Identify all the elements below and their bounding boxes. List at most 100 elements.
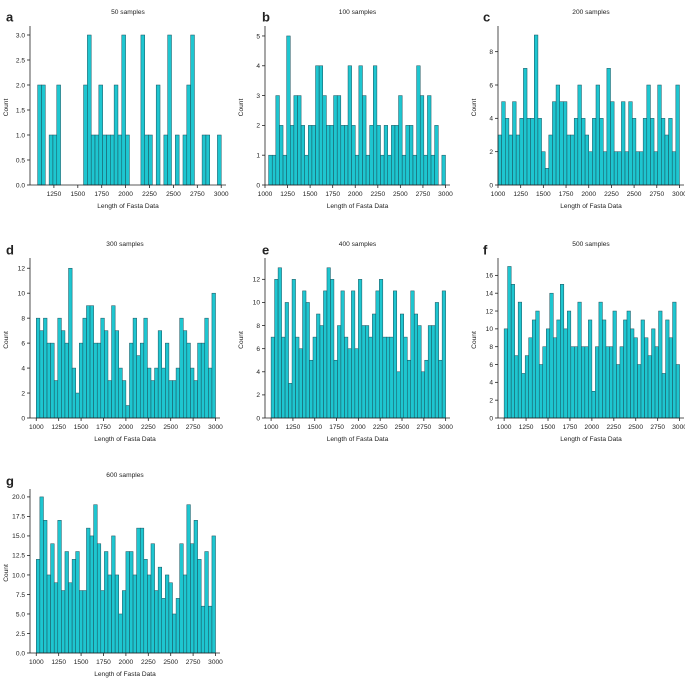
- histogram-bar: [617, 151, 622, 186]
- histogram-bar: [132, 317, 137, 419]
- panel-a: a 50 samples 1250 1500 1750 2000 2250 2500 2750 3…: [3, 9, 229, 210]
- y-tick-label: 2.0: [16, 82, 25, 89]
- histogram-bar: [318, 65, 324, 186]
- histogram-bar: [36, 317, 41, 419]
- histogram-bar: [438, 359, 443, 419]
- histogram-bar: [323, 290, 328, 419]
- histogram-bar: [361, 325, 366, 419]
- x-tick-label: 1750: [559, 191, 574, 198]
- histogram-bar: [521, 373, 526, 419]
- histogram-bar: [172, 380, 177, 419]
- histogram-bar: [288, 383, 293, 419]
- histogram-bar: [79, 342, 84, 419]
- histogram-bar: [150, 543, 155, 654]
- x-tick-label: 2000: [348, 191, 363, 198]
- x-tick-label: 2500: [163, 424, 178, 431]
- histogram-bar: [183, 574, 188, 654]
- histogram-bar: [286, 35, 291, 186]
- histogram-bar: [559, 101, 564, 186]
- histogram-bar: [396, 371, 401, 419]
- histogram-bar: [344, 125, 349, 186]
- histogram-bar: [530, 118, 535, 186]
- x-tick-label: 1500: [74, 659, 89, 666]
- y-tick-label: 5: [256, 33, 260, 40]
- y-tick-label: 3.0: [16, 32, 25, 39]
- histogram-bar: [646, 84, 651, 186]
- panel-letter: a: [6, 10, 14, 25]
- x-tick-label: 2250: [604, 191, 619, 198]
- panel-d: d 300 samples 1000 1250 1500 1750 2000 2250 2500…: [3, 241, 223, 443]
- histogram-bar: [354, 348, 359, 419]
- x-tick-label: 2750: [416, 191, 431, 198]
- histogram-bar: [190, 543, 195, 654]
- histogram-bar: [538, 364, 543, 419]
- x-tick-label: 2000: [581, 191, 596, 198]
- x-tick-label: 2500: [628, 424, 643, 431]
- histogram-bar: [71, 367, 76, 419]
- histogram-bar: [168, 582, 173, 654]
- x-tick-label: 1500: [303, 191, 318, 198]
- histogram-bar: [517, 301, 522, 419]
- x-tick-label: 2750: [649, 191, 664, 198]
- histogram-bar: [83, 84, 88, 186]
- y-axis-label: Count: [238, 99, 245, 117]
- y-tick-label: 6: [21, 340, 25, 347]
- histogram-bar: [114, 574, 119, 654]
- panel-letter: c: [483, 10, 490, 25]
- histogram-bar: [161, 367, 166, 419]
- histogram-bar: [430, 154, 435, 186]
- histogram-bar: [37, 84, 42, 186]
- histogram-bar: [96, 342, 102, 419]
- histogram-bar: [309, 359, 314, 419]
- histogram-bar: [661, 118, 666, 186]
- y-tick-label: 8: [256, 323, 260, 330]
- histogram-bar: [508, 134, 513, 186]
- histogram-bar: [386, 336, 391, 419]
- histogram-bar: [574, 346, 579, 419]
- y-tick-label: 2: [489, 149, 493, 156]
- histogram-bar: [197, 559, 202, 654]
- panel-f: f 500 samples 1000 1250 1500 1750 2000 2250 2500…: [471, 241, 685, 443]
- histogram-bar: [57, 317, 62, 419]
- histogram-bar: [515, 134, 521, 186]
- histogram-bar: [297, 95, 302, 186]
- histogram-bar: [537, 118, 542, 186]
- x-tick-label: 2000: [119, 424, 134, 431]
- histogram-bar: [311, 125, 316, 186]
- histogram-bar: [541, 151, 546, 186]
- histogram-bar: [50, 543, 55, 654]
- histogram-bar: [193, 380, 198, 419]
- y-axis-label: Count: [238, 331, 245, 349]
- y-tick-label: 4: [21, 365, 25, 372]
- y-tick-label: 5.0: [16, 611, 25, 618]
- histogram-bar: [616, 364, 621, 419]
- histogram-bar: [68, 582, 73, 654]
- histogram-bar: [136, 527, 141, 654]
- histogram-bar: [136, 355, 141, 419]
- y-tick-label: 10: [253, 300, 261, 307]
- histogram-bar: [208, 367, 213, 419]
- histogram-bar: [563, 328, 568, 419]
- histogram-bar: [642, 118, 648, 186]
- histogram-bar: [434, 125, 439, 186]
- histogram-bar: [186, 342, 191, 419]
- histogram-bar: [143, 317, 148, 419]
- histogram-bar: [664, 134, 669, 186]
- x-tick-label: 2250: [141, 424, 156, 431]
- x-axis-label: Length of Fasta Data: [94, 436, 156, 443]
- histogram-bar: [281, 336, 286, 419]
- x-tick-label: 1500: [541, 424, 556, 431]
- panel-title: 100 samples: [339, 9, 377, 16]
- panel-letter: e: [262, 243, 269, 258]
- histogram-bar: [211, 292, 216, 419]
- histogram-bar: [104, 551, 109, 654]
- x-tick-label: 2250: [606, 424, 621, 431]
- histogram-bar: [200, 342, 206, 419]
- histogram-bar: [57, 520, 62, 654]
- y-tick-label: 1: [256, 152, 260, 159]
- histogram-bar: [405, 125, 410, 186]
- histogram-bar: [89, 535, 94, 654]
- x-tick-label: 1750: [96, 659, 111, 666]
- histogram-bar: [544, 168, 550, 186]
- histogram-bar: [157, 566, 162, 654]
